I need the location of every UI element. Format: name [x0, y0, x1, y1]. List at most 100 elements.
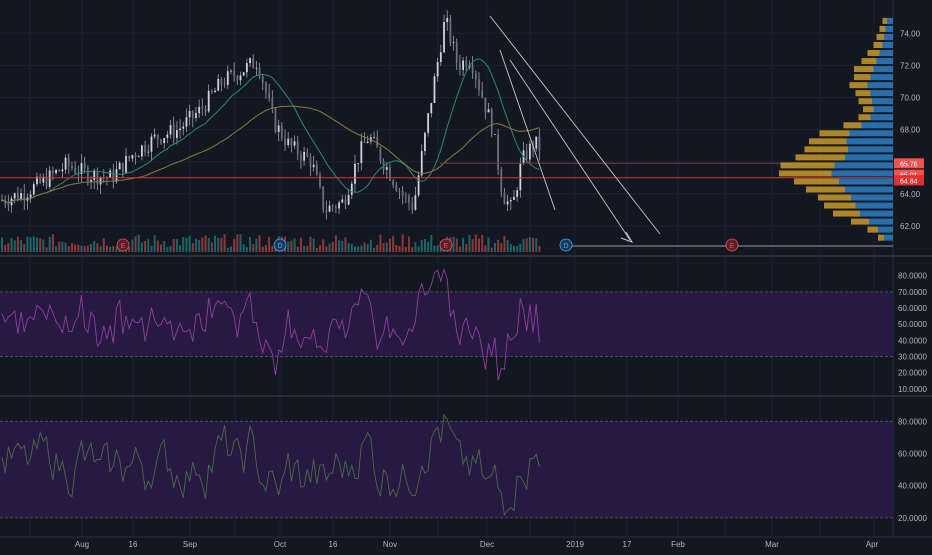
volume-bar	[306, 246, 309, 252]
volume-bar	[204, 235, 207, 252]
candle	[274, 109, 277, 132]
volume-bar	[255, 238, 258, 252]
volume-bar	[70, 242, 73, 252]
volume-bar	[229, 246, 232, 252]
volume-bar	[360, 245, 363, 252]
volume-bar	[7, 243, 10, 252]
candle	[395, 184, 398, 191]
candle	[392, 180, 395, 185]
candle	[236, 76, 239, 81]
candle	[29, 194, 32, 198]
time-tick-label: Dec	[480, 540, 494, 549]
candle	[335, 207, 337, 209]
candle	[201, 106, 204, 109]
event-badge[interactable]	[116, 238, 130, 252]
volume-bar	[245, 247, 248, 252]
rsi-tick-label: 70.0000	[898, 288, 927, 297]
candle	[93, 171, 96, 180]
candle	[293, 141, 296, 146]
volume-profile-down	[854, 74, 871, 81]
time-tick-label: Apr	[866, 540, 879, 549]
candle	[465, 60, 468, 68]
volume-bar	[239, 234, 242, 252]
volume-bar	[334, 235, 337, 252]
price-label: 64.84	[900, 178, 918, 185]
volume-bar	[290, 240, 293, 252]
volume-bar	[144, 240, 147, 252]
volume-bar	[220, 238, 223, 252]
volume-bar	[401, 234, 404, 252]
candle	[58, 169, 61, 172]
candle	[312, 164, 315, 168]
volume-profile-up	[884, 234, 893, 241]
price-tick-label: 62.00	[900, 222, 921, 231]
time-tick-label: Aug	[75, 540, 89, 549]
candle	[23, 193, 26, 201]
volume-profile-down	[824, 202, 856, 209]
event-badge[interactable]	[559, 238, 573, 252]
price-tick-label: 74.00	[900, 29, 921, 38]
candle	[198, 106, 201, 114]
candle	[207, 90, 210, 112]
volume-bar	[198, 239, 201, 252]
volume-bar	[90, 244, 93, 252]
candle	[32, 184, 35, 195]
volume-bar	[481, 234, 484, 252]
candle	[195, 113, 197, 118]
candle	[455, 42, 458, 63]
candle	[490, 109, 493, 135]
candle	[385, 167, 388, 170]
candle	[284, 138, 286, 146]
candle	[179, 128, 181, 131]
candle	[322, 186, 325, 210]
candle	[156, 134, 159, 140]
volume-profile-down	[858, 98, 872, 105]
volume-bar	[93, 241, 96, 252]
event-badge[interactable]	[273, 238, 287, 252]
trendline-channel[interactable]	[499, 49, 556, 211]
candle	[233, 70, 236, 77]
volume-profile-down	[876, 33, 884, 40]
volume-bar	[385, 242, 388, 252]
volume-bar	[153, 235, 156, 252]
volume-bar	[10, 238, 13, 252]
candle	[226, 71, 229, 85]
volume-bar	[293, 238, 296, 252]
volume-bar	[258, 235, 261, 252]
trendline-upper[interactable]	[489, 15, 661, 235]
volume-bar	[226, 247, 229, 252]
volume-bar	[131, 239, 134, 252]
stoch-tick-label: 80.0000	[898, 417, 927, 426]
volume-profile-up	[878, 226, 893, 233]
volume-profile-down	[818, 194, 851, 201]
candle	[303, 151, 305, 161]
candle	[487, 109, 490, 113]
volume-profile-up	[884, 33, 893, 40]
candle	[13, 193, 16, 199]
volume-profile-down	[855, 90, 871, 97]
volume-profile-down	[849, 82, 868, 89]
candle	[137, 156, 140, 158]
volume-bar	[271, 246, 274, 252]
event-badge[interactable]	[439, 238, 453, 252]
candle	[519, 163, 522, 191]
event-badge-label: E	[121, 243, 126, 250]
candle	[172, 125, 175, 138]
volume-bar	[538, 246, 541, 252]
candle	[48, 170, 51, 187]
volume-bar	[26, 236, 29, 252]
volume-profile-down	[879, 25, 886, 32]
trendline-arrow[interactable]	[509, 59, 631, 241]
volume-profile-up	[839, 178, 893, 185]
volume-bar	[484, 245, 487, 252]
candle	[188, 110, 191, 118]
event-badge[interactable]	[725, 238, 739, 252]
candle	[459, 62, 461, 70]
candle	[319, 174, 321, 187]
candle	[462, 60, 464, 70]
volume-bar	[23, 243, 26, 252]
stoch-tick-label: 60.0000	[898, 450, 927, 459]
candle	[214, 90, 216, 93]
volume-bar	[414, 242, 417, 252]
